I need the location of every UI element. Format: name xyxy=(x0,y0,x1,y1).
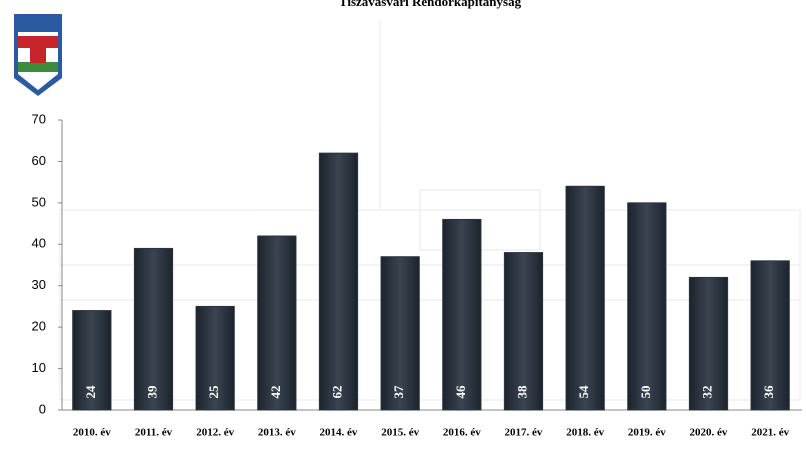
bar xyxy=(195,305,235,411)
x-tick-label: 2010. év xyxy=(73,427,111,439)
value-label: 62 xyxy=(329,386,344,399)
value-label: 24 xyxy=(83,385,98,399)
value-label: 32 xyxy=(699,386,714,399)
bar xyxy=(133,247,174,411)
y-tick-label: 20 xyxy=(32,319,46,334)
bar xyxy=(750,260,790,411)
x-tick-label: 2019. év xyxy=(628,427,666,439)
value-label: 42 xyxy=(268,386,283,399)
x-tick-label: 2014. év xyxy=(320,427,358,439)
value-label: 38 xyxy=(514,385,529,399)
y-tick-label: 10 xyxy=(32,360,46,375)
x-tick-label: 2013. év xyxy=(258,427,296,439)
value-label: 39 xyxy=(144,385,159,399)
x-tick-label: 2018. év xyxy=(566,427,604,439)
value-label: 36 xyxy=(761,385,776,399)
x-tick-label: 2021. év xyxy=(751,427,789,439)
bar xyxy=(72,310,112,411)
bar xyxy=(318,152,359,411)
bar xyxy=(565,185,605,411)
police-logo xyxy=(14,14,62,96)
x-tick-label: 2020. év xyxy=(690,427,728,439)
value-label: 50 xyxy=(638,386,653,399)
y-tick-label: 0 xyxy=(39,401,46,416)
y-tick-label: 30 xyxy=(32,277,46,292)
bar xyxy=(257,235,297,411)
x-tick-label: 2011. év xyxy=(135,427,173,439)
value-label: 54 xyxy=(576,385,591,399)
bar xyxy=(442,218,482,411)
x-tick-label: 2015. év xyxy=(381,427,419,439)
bar xyxy=(627,202,667,411)
bar xyxy=(380,256,420,411)
x-tick-label: 2016. év xyxy=(443,427,481,439)
value-label: 46 xyxy=(453,385,468,399)
y-tick-label: 60 xyxy=(32,153,46,168)
y-tick-label: 50 xyxy=(32,194,46,209)
x-tick-label: 2012. év xyxy=(196,427,234,439)
value-label: 25 xyxy=(206,385,221,399)
bar xyxy=(503,252,544,411)
y-tick-label: 70 xyxy=(32,111,46,126)
chart-title: Tiszavasvári Rendőrkapitányság xyxy=(339,0,522,9)
value-label: 37 xyxy=(391,385,406,399)
bar xyxy=(688,276,729,411)
y-tick-label: 40 xyxy=(32,236,46,251)
x-tick-label: 2017. év xyxy=(505,427,543,439)
